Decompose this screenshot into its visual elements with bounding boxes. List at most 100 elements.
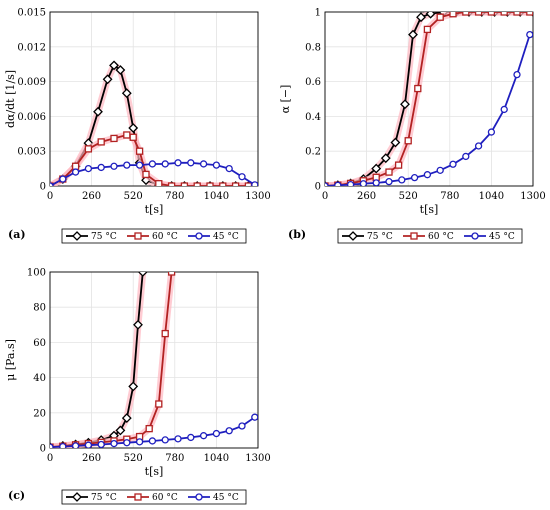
data-point [71,168,80,176]
x-axis-label: t[s] [420,203,439,216]
y-tick-label: 0.015 [17,8,46,19]
data-point [137,272,148,277]
y-tick-label: 0.003 [17,147,46,158]
x-tick-label: 1040 [204,191,229,202]
x-tick-label: 1040 [204,453,229,464]
data-point [408,29,418,40]
y-tick-label: 1 [315,8,321,19]
data-point [346,180,355,186]
data-point [526,12,533,16]
legend-marker [72,231,82,241]
data-point [50,443,54,448]
data-point [145,424,153,433]
data-point [148,437,157,445]
y-tick-label: 0 [40,182,46,193]
data-point [394,161,403,169]
legend-marker [195,493,203,501]
data-point [416,12,426,23]
data-point [50,182,54,186]
y-tick-label: 0.8 [305,42,321,53]
data-point [121,413,132,423]
data-point [423,171,432,179]
legend-label: 45 °C [213,232,239,242]
x-tick-label: 780 [165,191,184,202]
legend-marker [72,492,82,502]
data-point [410,173,419,182]
chart-panel-2: 0 260 520 780 1040 1300 0 0.2 0.4 0.6 0.8 1 t[s] α [−… [279,8,546,244]
data-point [133,319,143,330]
data-point [59,442,67,448]
data-point [251,413,258,421]
data-point [71,442,80,448]
data-point [115,65,126,75]
data-point [487,128,496,136]
data-point [161,436,169,444]
panel-label: (b) [288,228,306,241]
data-point [97,138,105,146]
data-point [110,439,118,448]
data-point [225,427,233,435]
data-point [135,147,144,155]
data-point [436,166,444,174]
legend-label: 75 °C [91,232,117,242]
y-tick-label: 0 [40,444,46,455]
legend: 75 °C 60 °C 45 °C [61,489,247,505]
legend-marker [471,232,479,240]
series-45c [50,159,258,186]
data-point [174,435,182,443]
x-tick-label: 520 [124,453,143,464]
panel-label: (a) [8,228,26,241]
legend-marker [410,232,418,240]
data-point [93,106,103,117]
data-point [462,152,470,161]
data-point [115,425,126,436]
x-tick-label: 260 [82,453,101,464]
data-point [84,441,93,448]
data-point [371,163,382,174]
data-point [155,400,163,408]
data-point [121,88,132,99]
data-point [325,182,329,186]
data-point [155,180,163,186]
legend-label: 75 °C [91,493,117,503]
data-point [390,137,401,148]
data-point [109,60,119,71]
data-point [449,12,457,18]
data-point [251,181,258,186]
data-point [225,164,233,173]
data-point [244,182,253,186]
x-tick-label: 780 [440,191,459,202]
data-point [187,433,195,442]
data-point [71,162,80,170]
x-tick-label: 1300 [520,191,545,202]
panel-label: (c) [8,489,25,502]
data-point [526,30,533,39]
data-point [513,70,521,79]
y-tick-label: 0 [315,182,321,193]
data-point [414,84,422,93]
x-tick-label: 780 [165,453,184,464]
y-tick-label: 0.4 [305,112,321,123]
data-point [385,168,393,176]
data-point [123,439,131,447]
legend-marker [134,232,142,240]
legend-label: 45 °C [213,493,239,503]
data-point [334,181,342,186]
y-tick-label: 0.009 [17,77,46,88]
data-point [193,182,201,186]
y-tick-label: 0.6 [305,77,321,88]
data-point [238,422,246,430]
data-point [487,12,496,16]
y-tick-label: 60 [33,338,46,349]
axes-frame [49,271,259,449]
legend-label: 45 °C [489,232,515,242]
y-tick-label: 40 [33,373,46,384]
data-point [212,429,221,438]
x-tick-label: 1040 [479,191,504,202]
data-point [123,131,131,139]
legend-label: 60 °C [428,232,454,242]
data-point [238,173,246,181]
x-tick-label: 520 [399,191,418,202]
x-tick-label: 520 [124,191,143,202]
